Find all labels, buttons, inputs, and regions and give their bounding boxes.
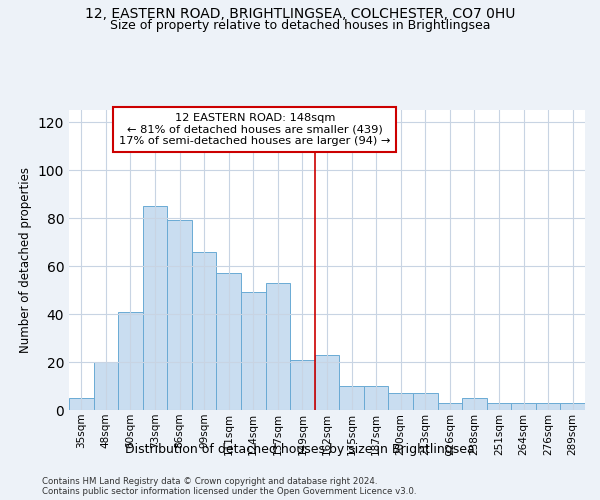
Bar [143, 206, 167, 410]
Bar [487, 403, 511, 410]
Bar [413, 393, 437, 410]
Text: Contains public sector information licensed under the Open Government Licence v3: Contains public sector information licen… [42, 488, 416, 496]
Bar [118, 312, 143, 410]
Bar [94, 362, 118, 410]
Bar [462, 398, 487, 410]
Bar [560, 403, 585, 410]
Bar [339, 386, 364, 410]
Bar [437, 403, 462, 410]
Text: Contains HM Land Registry data © Crown copyright and database right 2024.: Contains HM Land Registry data © Crown c… [42, 478, 377, 486]
Bar [167, 220, 192, 410]
Bar [217, 273, 241, 410]
Bar [266, 283, 290, 410]
Bar [315, 355, 339, 410]
Bar [192, 252, 217, 410]
Bar [69, 398, 94, 410]
Text: 12 EASTERN ROAD: 148sqm
← 81% of detached houses are smaller (439)
17% of semi-d: 12 EASTERN ROAD: 148sqm ← 81% of detache… [119, 113, 391, 146]
Bar [290, 360, 315, 410]
Bar [364, 386, 388, 410]
Bar [388, 393, 413, 410]
Text: Size of property relative to detached houses in Brightlingsea: Size of property relative to detached ho… [110, 19, 490, 32]
Bar [241, 292, 266, 410]
Text: Distribution of detached houses by size in Brightlingsea: Distribution of detached houses by size … [125, 442, 475, 456]
Bar [511, 403, 536, 410]
Text: 12, EASTERN ROAD, BRIGHTLINGSEA, COLCHESTER, CO7 0HU: 12, EASTERN ROAD, BRIGHTLINGSEA, COLCHES… [85, 8, 515, 22]
Y-axis label: Number of detached properties: Number of detached properties [19, 167, 32, 353]
Bar [536, 403, 560, 410]
